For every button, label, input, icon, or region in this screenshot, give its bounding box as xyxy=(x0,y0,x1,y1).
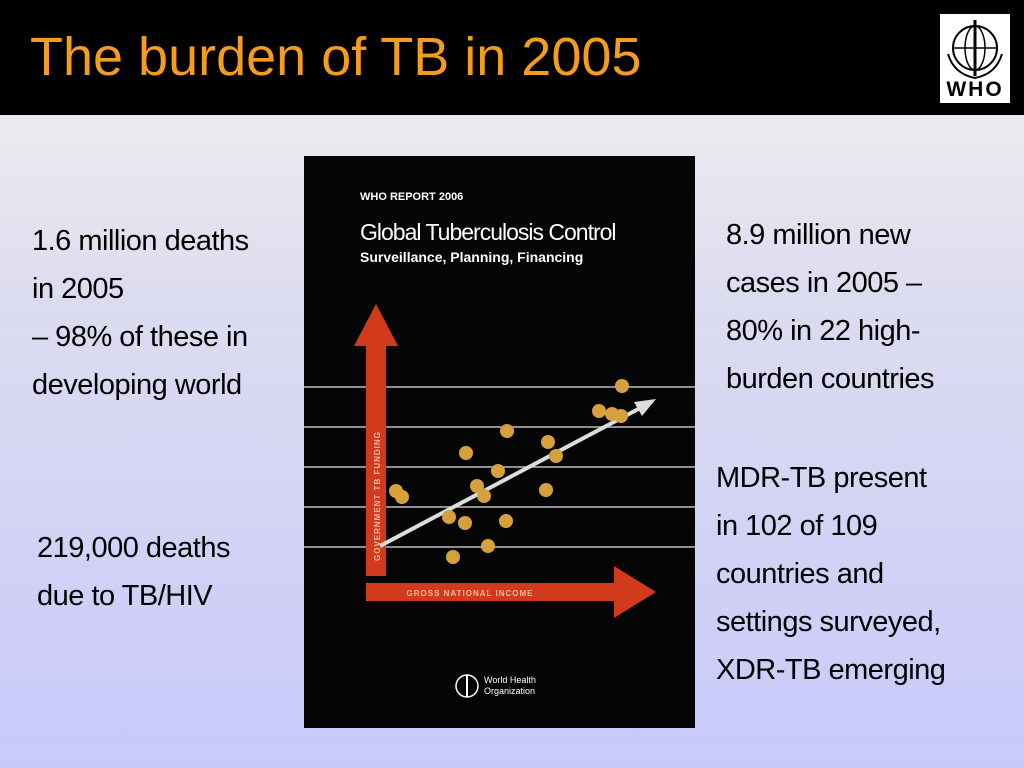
cover-title: Global Tuberculosis Control xyxy=(360,219,616,245)
text-line: MDR-TB present xyxy=(716,462,927,494)
text-line: settings surveyed, xyxy=(716,606,941,638)
text-line: 80% in 22 high- xyxy=(726,315,921,347)
who-logo: WHO xyxy=(940,14,1010,103)
text-block: 219,000 deaths due to TB/HIV xyxy=(37,524,230,620)
text-block: MDR-TB present in 102 of 109 countries and… xyxy=(716,454,946,694)
cover-publisher: Organization xyxy=(484,686,535,696)
cover-subtitle: Surveillance, Planning, Financing xyxy=(360,249,583,265)
text-line: XDR-TB emerging xyxy=(716,654,946,686)
text-block: 8.9 million new cases in 2005 – 80% in 22 … xyxy=(726,211,935,403)
text-line: countries and xyxy=(716,558,884,590)
cover-x-axis: GROSS NATIONAL INCOME xyxy=(407,589,534,598)
cover-publisher: World Health xyxy=(484,675,536,685)
text-line: burden countries xyxy=(726,363,935,395)
logo-text: WHO xyxy=(946,78,1003,101)
text-line: 219,000 deaths xyxy=(37,532,230,564)
text-block: 1.6 million deaths in 2005 – 98% of these … xyxy=(32,217,249,409)
report-cover: WHO REPORT 2006 Global Tuberculosis Cont… xyxy=(304,156,695,728)
text-line: 1.6 million deaths xyxy=(32,225,249,257)
slide-title: The burden of TB in 2005 xyxy=(30,27,642,87)
text-line: developing world xyxy=(32,369,242,401)
text-line: 8.9 million new xyxy=(726,219,911,251)
text-line: cases in 2005 – xyxy=(726,267,922,299)
header-bar: The burden of TB in 2005 WHO xyxy=(0,0,1024,115)
cover-y-axis: GOVERNMENT TB FUNDING xyxy=(373,431,382,561)
text-line: due to TB/HIV xyxy=(37,580,213,612)
text-line: – 98% of these in xyxy=(32,321,248,353)
text-line: in 2005 xyxy=(32,273,124,305)
cover-series: WHO REPORT 2006 xyxy=(360,191,463,203)
text-line: in 102 of 109 xyxy=(716,510,878,542)
